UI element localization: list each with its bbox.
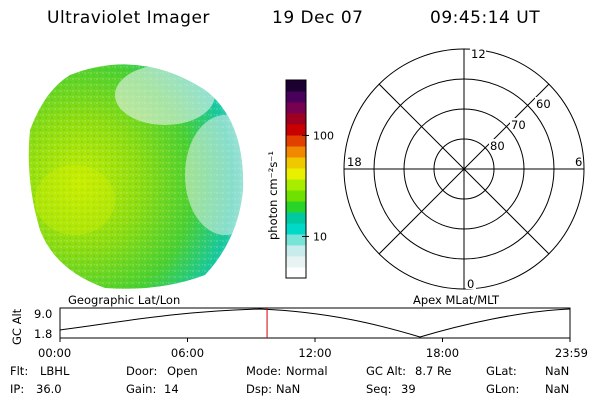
instrument-title: Ultraviolet Imager bbox=[47, 8, 210, 28]
glon-label: GLon: bbox=[486, 382, 520, 396]
map-caption: Geographic Lat/Lon bbox=[68, 293, 180, 307]
colorbar-swatch bbox=[286, 179, 306, 191]
orbit-xtick-label: 18:00 bbox=[426, 346, 459, 360]
ip-value: 36.0 bbox=[36, 382, 62, 396]
orbit-xtick-label: 12:00 bbox=[298, 346, 331, 360]
colorbar-swatch bbox=[286, 201, 306, 213]
mlt-label-bottom: 0 bbox=[467, 277, 474, 291]
gain-value: 14 bbox=[164, 382, 179, 396]
colorbar-swatch bbox=[286, 102, 306, 114]
colorbar-swatch bbox=[286, 267, 306, 279]
colorbar-swatch bbox=[286, 124, 306, 136]
gain-label: Gain: bbox=[126, 382, 157, 396]
colorbar-tick-label: 10 bbox=[313, 230, 327, 243]
glat-label: GLat: bbox=[486, 364, 517, 378]
orbit-xtick-label: 00:00 bbox=[38, 346, 71, 360]
door-value: Open bbox=[167, 364, 198, 378]
dsp-label: Dsp: bbox=[246, 382, 273, 396]
orbit-ytick-high: 9.0 bbox=[34, 307, 52, 321]
colorbar-tick-label: 100 bbox=[313, 129, 334, 142]
mode-label: Mode: bbox=[246, 364, 282, 378]
orbit-xtick-label: 23:59 bbox=[555, 346, 588, 360]
ip-label: IP: bbox=[10, 382, 25, 396]
colorbar-swatch bbox=[286, 245, 306, 257]
door-label: Door: bbox=[126, 364, 158, 378]
colorbar-swatch bbox=[286, 80, 306, 92]
colorbar-swatch bbox=[286, 190, 306, 202]
colorbar-swatch bbox=[286, 223, 306, 235]
glat-value: NaN bbox=[545, 364, 570, 378]
flt-value: LBHL bbox=[40, 364, 70, 378]
colorbar-swatch bbox=[286, 212, 306, 224]
colorbar-swatch bbox=[286, 91, 306, 103]
date-label: 19 Dec 07 bbox=[272, 8, 364, 28]
dsp-value: NaN bbox=[276, 382, 301, 396]
colorbar-unit-label: photon cm⁻²s⁻¹ bbox=[266, 151, 280, 240]
mlt-label-right: 6 bbox=[575, 155, 582, 169]
time-label: 09:45:14 UT bbox=[430, 8, 541, 28]
mlat-label-60: 60 bbox=[536, 97, 551, 111]
polar-caption: Apex MLat/MLT bbox=[413, 293, 500, 307]
colorbar-swatch bbox=[286, 135, 306, 147]
colorbar: 100 10 photon cm⁻²s⁻¹ bbox=[266, 79, 334, 279]
orbit-plot bbox=[59, 307, 571, 342]
colorbar-swatch bbox=[286, 146, 306, 158]
colorbar-swatch bbox=[286, 113, 306, 125]
polar-plot bbox=[343, 48, 585, 290]
seq-value: 39 bbox=[401, 382, 416, 396]
mlat-label-80: 80 bbox=[490, 139, 505, 153]
colorbar-swatch bbox=[286, 234, 306, 246]
gc-alt-value: 8.7 Re bbox=[415, 364, 452, 378]
colorbar-swatch bbox=[286, 256, 306, 268]
orbit-xtick-label: 06:00 bbox=[171, 346, 204, 360]
colorbar-swatch bbox=[286, 168, 306, 180]
colorbar-swatch bbox=[286, 157, 306, 169]
orbit-yaxis-label: GC Alt bbox=[10, 308, 24, 345]
mlt-label-left: 18 bbox=[347, 155, 362, 169]
flt-label: Flt: bbox=[10, 364, 29, 378]
mlt-label-top: 12 bbox=[471, 47, 486, 61]
orbit-altitude-curve bbox=[59, 308, 571, 338]
mode-value: Normal bbox=[286, 364, 328, 378]
glon-value: NaN bbox=[545, 382, 570, 396]
mlat-label-70: 70 bbox=[511, 118, 526, 132]
orbit-ytick-low: 1.8 bbox=[34, 327, 52, 341]
earth-image bbox=[28, 64, 244, 289]
seq-label: Seq: bbox=[366, 382, 392, 396]
gc-alt-label: GC Alt: bbox=[366, 364, 407, 378]
